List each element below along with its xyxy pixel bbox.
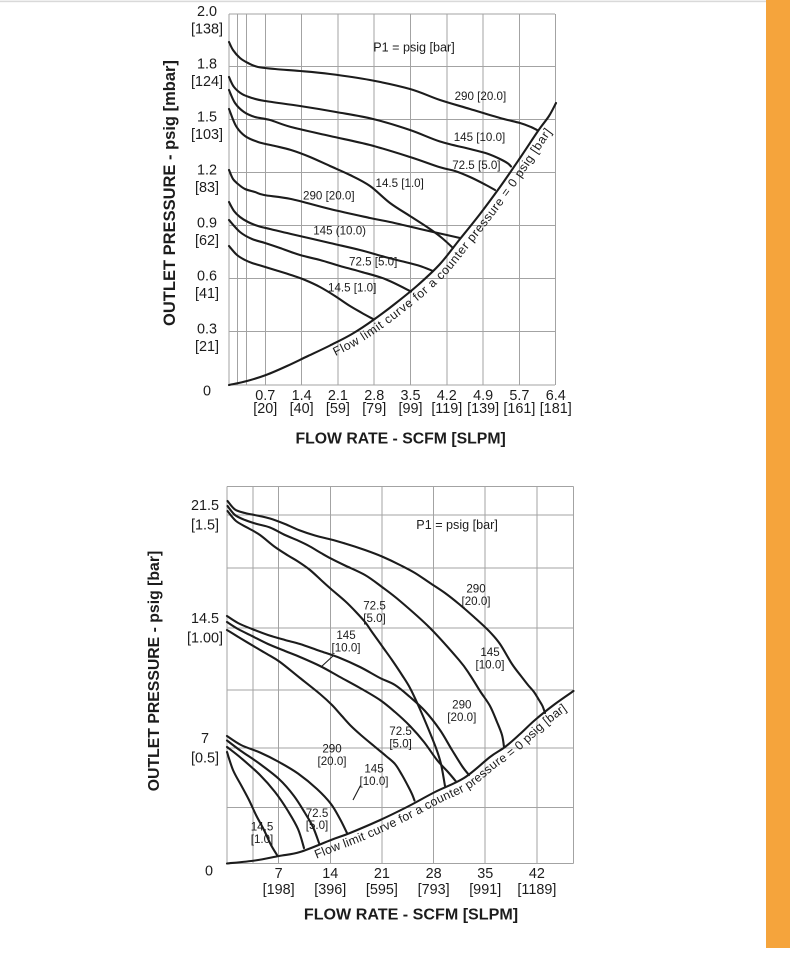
svg-text:0.9: 0.9 [197, 216, 217, 232]
svg-text:[10.0]: [10.0] [475, 658, 504, 671]
svg-text:[139]: [139] [467, 401, 499, 417]
svg-text:1.5: 1.5 [197, 110, 217, 126]
svg-text:3.5: 3.5 [400, 388, 420, 404]
svg-text:2.1: 2.1 [328, 388, 348, 404]
svg-text:0: 0 [205, 864, 213, 880]
svg-text:[5.0]: [5.0] [306, 819, 329, 832]
svg-text:145 (10.0): 145 (10.0) [313, 225, 366, 238]
svg-text:[396]: [396] [314, 882, 346, 898]
svg-text:72.5: 72.5 [306, 807, 329, 820]
svg-text:[1189]: [1189] [517, 882, 556, 898]
svg-text:72.5: 72.5 [389, 725, 412, 738]
svg-text:FLOW RATE - SCFM [SLPM]: FLOW RATE - SCFM [SLPM] [295, 431, 505, 448]
svg-text:[595]: [595] [366, 882, 398, 898]
svg-text:2.0: 2.0 [197, 4, 217, 20]
svg-text:[198]: [198] [263, 882, 295, 898]
svg-text:28: 28 [426, 866, 442, 882]
svg-text:[161]: [161] [503, 401, 535, 417]
svg-text:[83]: [83] [195, 180, 219, 196]
svg-text:290 [20.0]: 290 [20.0] [303, 190, 355, 203]
svg-text:[119]: [119] [431, 401, 462, 417]
svg-text:[10.0]: [10.0] [331, 641, 360, 654]
svg-text:P1 = psig [bar]: P1 = psig [bar] [373, 41, 455, 55]
svg-text:145: 145 [364, 763, 383, 776]
svg-text:290 [20.0]: 290 [20.0] [455, 90, 507, 103]
svg-text:4.9: 4.9 [473, 388, 493, 404]
svg-text:[10.0]: [10.0] [359, 775, 388, 788]
svg-text:[793]: [793] [418, 882, 450, 898]
svg-text:[991]: [991] [469, 882, 501, 898]
svg-text:FLOW RATE - SCFM [SLPM]: FLOW RATE - SCFM [SLPM] [304, 906, 518, 924]
svg-text:35: 35 [477, 866, 493, 882]
svg-text:[99]: [99] [398, 401, 422, 417]
svg-text:4.2: 4.2 [437, 388, 457, 404]
svg-text:6.4: 6.4 [546, 388, 566, 404]
svg-text:1.4: 1.4 [292, 388, 312, 404]
svg-text:[62]: [62] [195, 233, 219, 249]
svg-text:0.6: 0.6 [197, 269, 217, 285]
svg-text:14.5 [1.0]: 14.5 [1.0] [376, 177, 424, 190]
svg-text:[59]: [59] [326, 401, 350, 417]
svg-text:145: 145 [480, 646, 499, 659]
svg-text:2.8: 2.8 [364, 388, 384, 404]
svg-text:[1.0]: [1.0] [251, 833, 274, 846]
svg-text:[21]: [21] [195, 339, 219, 355]
svg-text:72.5 [5.0]: 72.5 [5.0] [452, 159, 500, 172]
svg-text:[20]: [20] [253, 401, 277, 417]
svg-text:290: 290 [452, 699, 471, 712]
svg-text:14.5 [1.0]: 14.5 [1.0] [328, 282, 376, 295]
svg-text:14: 14 [322, 866, 338, 882]
svg-text:14.5: 14.5 [191, 611, 219, 627]
svg-text:1.8: 1.8 [197, 57, 217, 73]
svg-text:7: 7 [275, 866, 283, 882]
svg-text:[5.0]: [5.0] [389, 737, 412, 750]
svg-text:[5.0]: [5.0] [363, 612, 386, 625]
svg-text:[79]: [79] [362, 401, 386, 417]
svg-text:0: 0 [203, 384, 211, 400]
svg-text:72.5: 72.5 [363, 600, 386, 613]
svg-text:[41]: [41] [195, 286, 219, 302]
svg-text:0.3: 0.3 [197, 322, 217, 338]
svg-text:[124]: [124] [191, 74, 223, 90]
svg-text:0.7: 0.7 [255, 388, 275, 404]
svg-text:72.5 [5.0]: 72.5 [5.0] [349, 256, 397, 269]
svg-text:[1.00]: [1.00] [187, 630, 223, 646]
svg-text:[0.5]: [0.5] [191, 750, 219, 766]
svg-text:14.5: 14.5 [251, 821, 274, 834]
svg-text:[20.0]: [20.0] [447, 711, 476, 724]
svg-text:145 [10.0]: 145 [10.0] [454, 131, 506, 144]
svg-text:145: 145 [336, 629, 355, 642]
svg-text:[1.5]: [1.5] [191, 517, 219, 533]
svg-text:21: 21 [374, 866, 390, 882]
svg-text:P1 = psig [bar]: P1 = psig [bar] [416, 518, 498, 532]
svg-text:[20.0]: [20.0] [461, 595, 490, 608]
svg-text:7: 7 [201, 731, 209, 747]
svg-text:[181]: [181] [540, 401, 572, 417]
svg-text:290: 290 [466, 583, 485, 596]
svg-text:5.7: 5.7 [509, 388, 529, 404]
svg-text:1.2: 1.2 [197, 163, 217, 179]
svg-text:[20.0]: [20.0] [317, 755, 346, 768]
svg-text:[138]: [138] [191, 21, 223, 37]
svg-text:OUTLET PRESSURE - psig [bar]: OUTLET PRESSURE - psig [bar] [146, 551, 163, 791]
svg-text:[103]: [103] [191, 127, 223, 143]
svg-text:[40]: [40] [290, 401, 314, 417]
svg-text:290: 290 [322, 743, 341, 756]
svg-text:OUTLET PRESSURE - psig [mbar]: OUTLET PRESSURE - psig [mbar] [161, 60, 179, 326]
svg-text:42: 42 [529, 866, 545, 882]
svg-text:21.5: 21.5 [191, 498, 219, 514]
